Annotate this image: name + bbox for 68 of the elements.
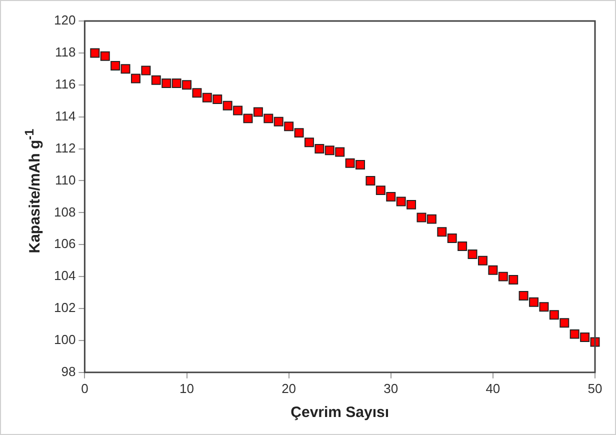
y-tick-label: 118: [54, 44, 76, 60]
point: [110, 60, 120, 70]
y-tick-label: 120: [54, 12, 76, 28]
point: [264, 114, 274, 124]
point: [468, 249, 478, 259]
point: [416, 212, 426, 222]
point: [284, 122, 294, 132]
point: [376, 186, 386, 196]
point: [488, 265, 498, 275]
point: [172, 78, 182, 88]
point: [314, 144, 324, 154]
y-tick-label: 110: [54, 172, 76, 188]
point: [222, 100, 232, 110]
y-tick-label: 106: [54, 236, 76, 252]
point: [560, 318, 570, 328]
point: [151, 75, 161, 85]
point: [202, 92, 212, 102]
x-tick-label: 0: [81, 380, 88, 396]
x-tick-label: 30: [384, 380, 398, 396]
point: [120, 64, 130, 74]
point: [335, 147, 345, 157]
x-axis-title: Çevrim Sayısı: [290, 404, 390, 422]
point: [498, 272, 508, 282]
point: [437, 227, 447, 237]
point: [478, 256, 488, 266]
point: [274, 116, 284, 126]
y-tick-label: 114: [54, 108, 76, 124]
point: [162, 78, 172, 88]
point: [294, 128, 304, 138]
point: [182, 80, 192, 90]
point: [130, 74, 140, 84]
point: [356, 160, 365, 170]
y-tick-label: 100: [54, 332, 76, 348]
x-tick-label: 10: [180, 380, 194, 396]
x-tick-label: 50: [588, 380, 602, 396]
point: [396, 196, 406, 206]
point: [529, 297, 539, 307]
y-tick-label: 104: [54, 268, 76, 284]
point: [243, 114, 253, 124]
y-tick-label: 112: [54, 140, 76, 156]
point: [253, 107, 263, 117]
point: [508, 275, 518, 284]
point: [426, 214, 436, 224]
point: [570, 329, 580, 339]
y-tick-label: 116: [54, 76, 76, 92]
x-tick-label: 40: [486, 380, 500, 396]
point: [406, 200, 416, 210]
point: [386, 192, 396, 202]
y-tick-label: 108: [54, 204, 76, 220]
point: [539, 302, 549, 312]
point: [100, 51, 110, 61]
x-tick-label: 20: [282, 380, 296, 396]
y-tick-label: 102: [54, 300, 76, 316]
point: [212, 94, 222, 104]
point: [324, 146, 334, 156]
point: [233, 106, 243, 116]
point: [141, 66, 151, 76]
point: [458, 241, 468, 251]
point: [304, 138, 314, 148]
y-tick-label: 98: [61, 364, 76, 379]
point: [518, 290, 528, 300]
point: [580, 332, 590, 342]
point: [447, 233, 457, 243]
point: [549, 310, 559, 320]
point: [345, 158, 355, 168]
point: [192, 88, 202, 98]
point: [366, 176, 376, 186]
point: [90, 48, 100, 58]
